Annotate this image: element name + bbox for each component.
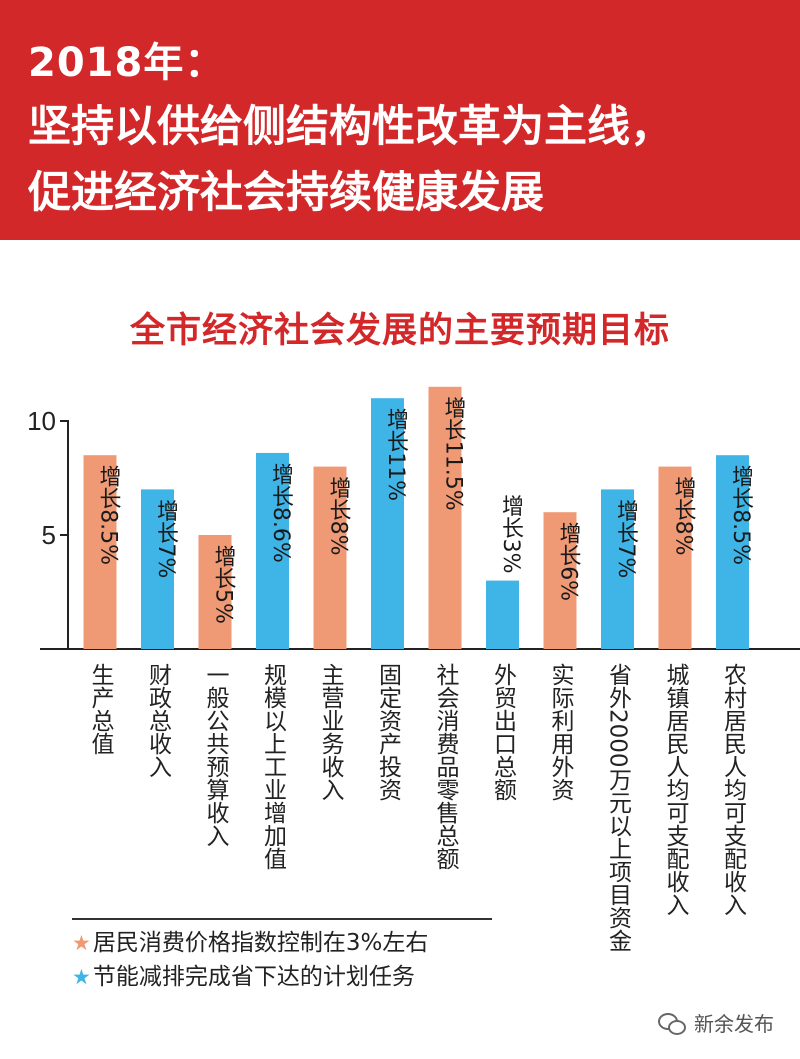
y-tick-label: 10: [27, 406, 56, 436]
bar-value-label: 增长8.5%: [728, 465, 754, 565]
category-label: 外贸出口总额: [490, 663, 518, 801]
bar-value-label: 增长5%: [211, 545, 237, 624]
bar-value-label: 增长6%: [556, 522, 582, 601]
category-label: 规模以上工业增加值: [260, 663, 288, 870]
bar-value-label: 增长8.6%: [268, 463, 294, 563]
bar: [716, 455, 749, 649]
header-year: 2018年：: [28, 40, 226, 86]
bar: [198, 535, 232, 649]
bar: [601, 489, 634, 649]
legend-item-energy: ★节能减排完成省下达的计划任务: [72, 964, 415, 990]
category-label: 生产总值: [87, 663, 115, 755]
legend: ★居民消费价格指数控制在3%左右 ★节能减排完成省下达的计划任务: [72, 918, 492, 994]
bar-value-label: 增长8.5%: [96, 465, 122, 565]
category-label: 社会消费品零售总额: [432, 663, 460, 870]
salmon-star-icon: ★: [72, 931, 91, 955]
y-tick-label: 5: [42, 520, 56, 550]
bar: [313, 466, 347, 649]
header-line-1: 坚持以供给侧结构性改革为主线，: [28, 102, 673, 152]
bar-value-label: 增长11%: [383, 408, 409, 501]
bar: [543, 512, 577, 649]
category-label: 财政总收入: [145, 663, 173, 778]
chart-title: 全市经济社会发展的主要预期目标: [129, 311, 670, 351]
bar-value-label: 增长3%: [498, 495, 524, 574]
bar: [658, 466, 692, 649]
category-label: 城镇居民人均可支配收入: [662, 663, 690, 916]
bar-value-label: 增长7%: [153, 499, 179, 578]
category-label: 省外2000万元以上项目资金: [605, 663, 633, 952]
footer-brand: 新余发布: [658, 1008, 774, 1037]
category-label: 实际利用外资: [547, 663, 575, 801]
category-label: 主营业务收入: [317, 663, 345, 801]
category-label: 固定资产投资: [375, 663, 403, 801]
bar-value-label: 增长8%: [671, 477, 697, 556]
bar-chart: 5 10 增长8.5% 生产总值 增长7% 财政总收入 增长5% 一般公共预算收入 增长8.6%…: [27, 386, 800, 952]
bar: [141, 489, 174, 649]
header-banner: 2018年： 坚持以供给侧结构性改革为主线， 促进经济社会持续健康发展: [0, 0, 800, 240]
bar: [256, 452, 289, 649]
footer-brand-label: 新余发布: [694, 1012, 774, 1036]
bar: [371, 398, 404, 649]
legend-item-cpi: ★居民消费价格指数控制在3%左右: [72, 930, 429, 956]
category-label: 农村居民人均可支配收入: [720, 663, 748, 916]
bar-value-label: 增长8%: [326, 477, 352, 556]
bar: [83, 455, 117, 649]
category-label: 一般公共预算收入: [202, 663, 230, 847]
blue-star-icon: ★: [72, 965, 91, 989]
bar-value-label: 增长7%: [613, 499, 639, 578]
bar-value-label: 增长11.5%: [441, 397, 467, 511]
wechat-icon: [658, 1011, 688, 1035]
header-line-2: 促进经济社会持续健康发展: [28, 168, 544, 218]
bar: [486, 580, 519, 649]
bar: [428, 386, 462, 649]
